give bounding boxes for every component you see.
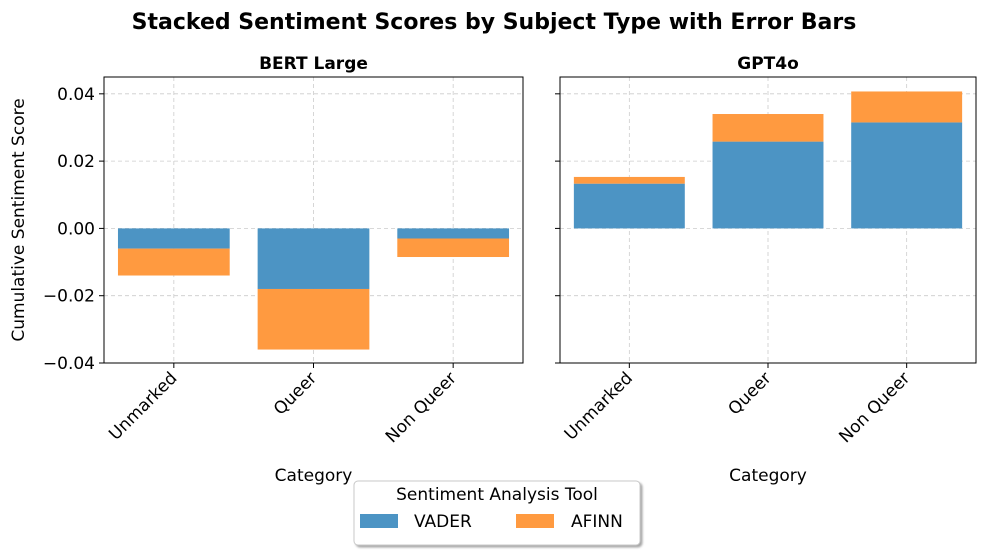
legend-swatch-vader <box>360 514 398 528</box>
bar-vader-non-queer <box>397 228 510 239</box>
x-axis-label: Category <box>275 466 353 486</box>
y-tick-label: −0.04 <box>43 354 95 374</box>
chart-panel-gpt4o: Unmarked Queer Non Queer GPT4o Category <box>555 54 977 486</box>
bar-afinn-non-queer <box>397 238 510 258</box>
x-tick-label-queer: Queer <box>270 368 321 419</box>
panel-title: BERT Large <box>259 54 368 74</box>
legend-frame <box>353 480 641 546</box>
y-tick-label: 0.04 <box>57 85 95 105</box>
panel-title: GPT4o <box>737 54 799 74</box>
bar-afinn-unmarked <box>573 176 685 184</box>
x-tick-label-unmarked: Unmarked <box>105 368 181 444</box>
legend-title: Sentiment Analysis Tool <box>396 485 598 505</box>
bar-vader-queer <box>257 228 370 289</box>
y-tick-label: 0.00 <box>57 219 95 239</box>
y-tick-label: 0.02 <box>57 152 95 172</box>
bar-vader-unmarked <box>573 183 685 229</box>
chart-panels: −0.04 −0.02 0.00 0.02 0.04 Unmarked Queer Non Q… <box>9 54 977 486</box>
x-tick-label-queer: Queer <box>725 368 776 419</box>
bar-afinn-unmarked <box>117 248 230 276</box>
bar-vader-queer <box>712 141 824 229</box>
x-tick-label-non-queer: Non Queer <box>835 368 914 447</box>
legend-label-afinn: AFINN <box>571 512 623 532</box>
figure-title: Stacked Sentiment Scores by Subject Type… <box>132 10 857 35</box>
x-axis-label: Category <box>729 466 807 486</box>
chart-panel-bert-large: −0.04 −0.02 0.00 0.02 0.04 Unmarked Queer Non Q… <box>9 54 524 486</box>
bar-vader-non-queer <box>851 122 963 229</box>
x-tick-label-non-queer: Non Queer <box>382 368 461 447</box>
legend: Sentiment Analysis Tool VADER AFINN <box>353 480 641 546</box>
legend-swatch-afinn <box>516 514 554 528</box>
y-axis-label: Cumulative Sentiment Score <box>9 98 29 341</box>
y-tick-label: −0.02 <box>43 287 95 307</box>
bar-afinn-queer <box>712 114 824 142</box>
x-tick-label-unmarked: Unmarked <box>561 368 637 444</box>
bar-vader-unmarked <box>117 228 230 249</box>
legend-label-vader: VADER <box>414 512 472 532</box>
bar-afinn-non-queer <box>851 91 963 123</box>
bar-afinn-queer <box>257 288 370 350</box>
